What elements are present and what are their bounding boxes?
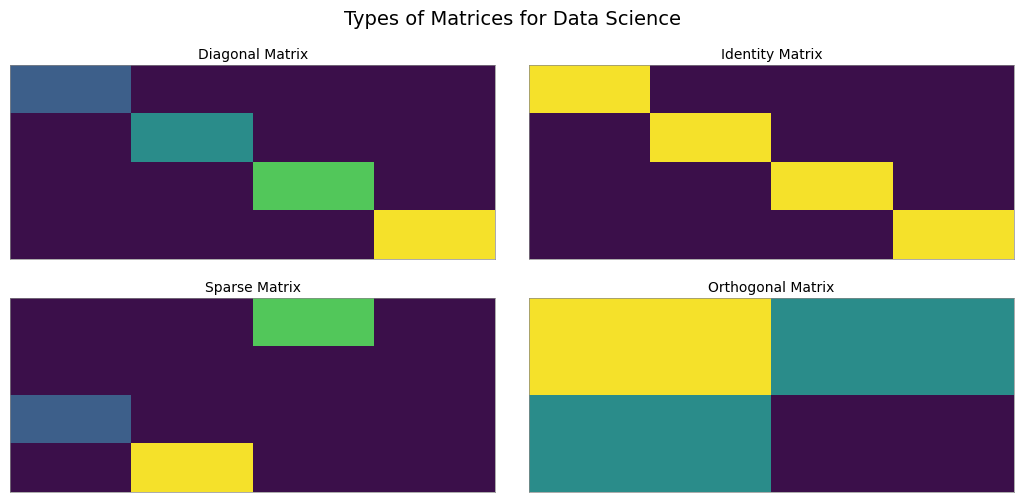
Bar: [131, 443, 253, 492]
Bar: [529, 395, 771, 492]
Title: Sparse Matrix: Sparse Matrix: [205, 281, 301, 295]
Bar: [771, 162, 893, 210]
Bar: [529, 298, 771, 395]
Title: Identity Matrix: Identity Matrix: [721, 48, 822, 62]
Bar: [253, 298, 374, 346]
Bar: [131, 113, 253, 162]
Title: Orthogonal Matrix: Orthogonal Matrix: [709, 281, 835, 295]
Bar: [10, 65, 131, 113]
Bar: [771, 298, 1014, 395]
Bar: [529, 65, 650, 113]
Text: Types of Matrices for Data Science: Types of Matrices for Data Science: [343, 10, 681, 29]
Bar: [10, 395, 131, 443]
Bar: [374, 210, 495, 259]
Bar: [253, 162, 374, 210]
Bar: [771, 395, 1014, 492]
Title: Diagonal Matrix: Diagonal Matrix: [198, 48, 308, 62]
Bar: [893, 210, 1014, 259]
Bar: [650, 113, 771, 162]
